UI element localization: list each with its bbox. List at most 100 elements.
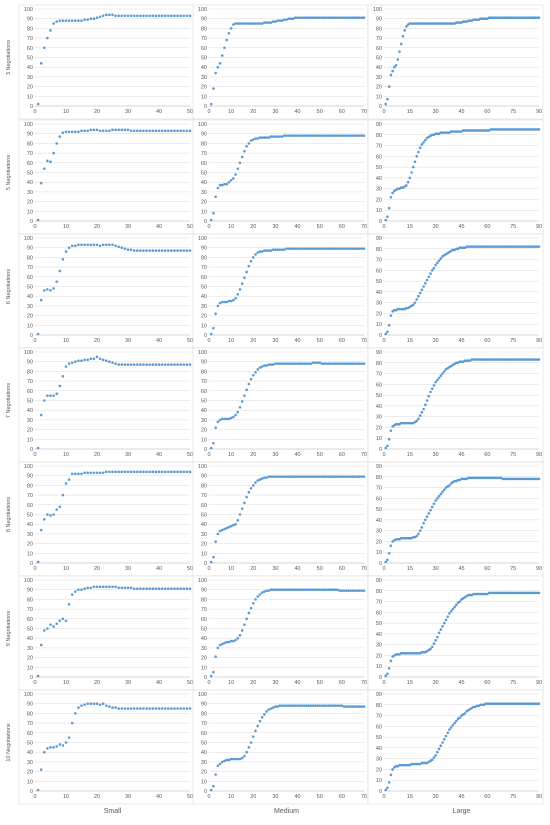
data-point — [384, 102, 388, 106]
data-point — [247, 142, 251, 145]
data-point — [329, 134, 333, 137]
data-point — [347, 475, 350, 478]
data-point — [285, 704, 288, 707]
data-point — [247, 22, 251, 25]
data-point — [151, 14, 155, 18]
panel-frame — [192, 119, 369, 235]
data-point — [318, 475, 322, 478]
data-point — [145, 129, 148, 133]
data-point — [434, 499, 437, 502]
data-point — [151, 363, 155, 366]
y-tick-label: 70 — [376, 486, 382, 492]
data-point — [240, 507, 244, 510]
x-tick-label: 60 — [339, 224, 345, 230]
data-point — [386, 330, 389, 334]
y-tick-label: 40 — [27, 408, 33, 414]
data-point — [105, 243, 108, 247]
data-point — [411, 303, 415, 307]
y-tick-label: 40 — [376, 176, 382, 182]
data-point — [318, 588, 322, 591]
x-tick-label: 20 — [250, 109, 256, 115]
data-point — [415, 534, 419, 538]
data-point — [245, 750, 248, 754]
x-tick-label: 0 — [33, 338, 36, 344]
data-point — [349, 705, 353, 708]
data-point — [413, 160, 417, 164]
data-point — [154, 249, 158, 252]
y-tick-label: 0 — [379, 561, 382, 567]
data-point — [120, 470, 124, 474]
x-tick-label: 40 — [156, 224, 162, 230]
data-point — [347, 589, 350, 592]
data-point — [358, 362, 361, 365]
y-tick-label: 50 — [376, 735, 382, 741]
data-point — [311, 247, 315, 250]
data-point — [360, 589, 364, 592]
data-point — [318, 247, 322, 250]
data-point — [123, 586, 127, 590]
y-tick-label: 20 — [201, 200, 207, 206]
data-point — [360, 247, 364, 250]
y-tick-label: 30 — [201, 532, 207, 538]
data-point — [311, 134, 315, 137]
data-point — [263, 136, 266, 139]
data-point — [111, 361, 114, 364]
data-point — [132, 707, 136, 710]
y-tick-label: 80 — [376, 26, 382, 32]
y-tick-label: 40 — [27, 65, 33, 71]
data-point — [105, 129, 108, 133]
data-point — [331, 475, 335, 478]
data-point — [451, 607, 455, 611]
y-tick-label: 60 — [27, 617, 33, 623]
data-point — [58, 135, 62, 138]
data-point — [92, 128, 96, 132]
x-tick-label: 60 — [339, 338, 345, 344]
data-point — [173, 470, 176, 474]
data-point — [318, 361, 322, 364]
data-point — [157, 129, 161, 133]
x-tick-label: 45 — [458, 794, 464, 800]
y-tick-label: 50 — [27, 285, 33, 291]
data-point — [74, 712, 77, 715]
y-tick-label: 0 — [379, 219, 382, 225]
x-tick-label: 50 — [317, 452, 323, 458]
data-point — [117, 128, 120, 132]
data-point — [298, 134, 302, 137]
y-tick-label: 60 — [201, 731, 207, 737]
data-point — [309, 247, 313, 250]
y-tick-label: 60 — [27, 161, 33, 167]
y-tick-label: 80 — [201, 369, 207, 375]
data-point — [333, 588, 337, 591]
data-point — [302, 247, 306, 250]
data-point — [329, 475, 333, 478]
data-point — [389, 195, 393, 199]
data-point — [139, 129, 142, 133]
data-point — [249, 22, 253, 25]
y-tick-label: 0 — [204, 447, 207, 453]
data-point — [439, 744, 443, 748]
data-point — [394, 63, 398, 67]
data-point — [95, 355, 99, 359]
y-tick-label: 70 — [376, 600, 382, 606]
data-point — [278, 248, 282, 251]
data-point — [58, 505, 62, 509]
data-point — [387, 667, 391, 670]
y-tick-label: 60 — [376, 724, 382, 730]
x-tick-label: 15 — [407, 338, 413, 344]
y-tick-label: 80 — [201, 255, 207, 261]
data-point — [61, 744, 65, 747]
y-tick-label: 20 — [201, 542, 207, 548]
data-point — [123, 247, 127, 250]
data-point — [227, 417, 231, 421]
data-point — [271, 475, 275, 478]
data-point — [424, 281, 427, 285]
y-tick-label: 70 — [376, 36, 382, 42]
data-point — [384, 332, 388, 336]
x-tick-label: 50 — [317, 566, 323, 572]
data-point — [429, 647, 432, 651]
data-point — [182, 470, 186, 474]
data-point — [289, 362, 293, 365]
data-point — [245, 617, 248, 621]
data-point — [136, 363, 139, 366]
y-tick-label: 30 — [376, 187, 382, 193]
